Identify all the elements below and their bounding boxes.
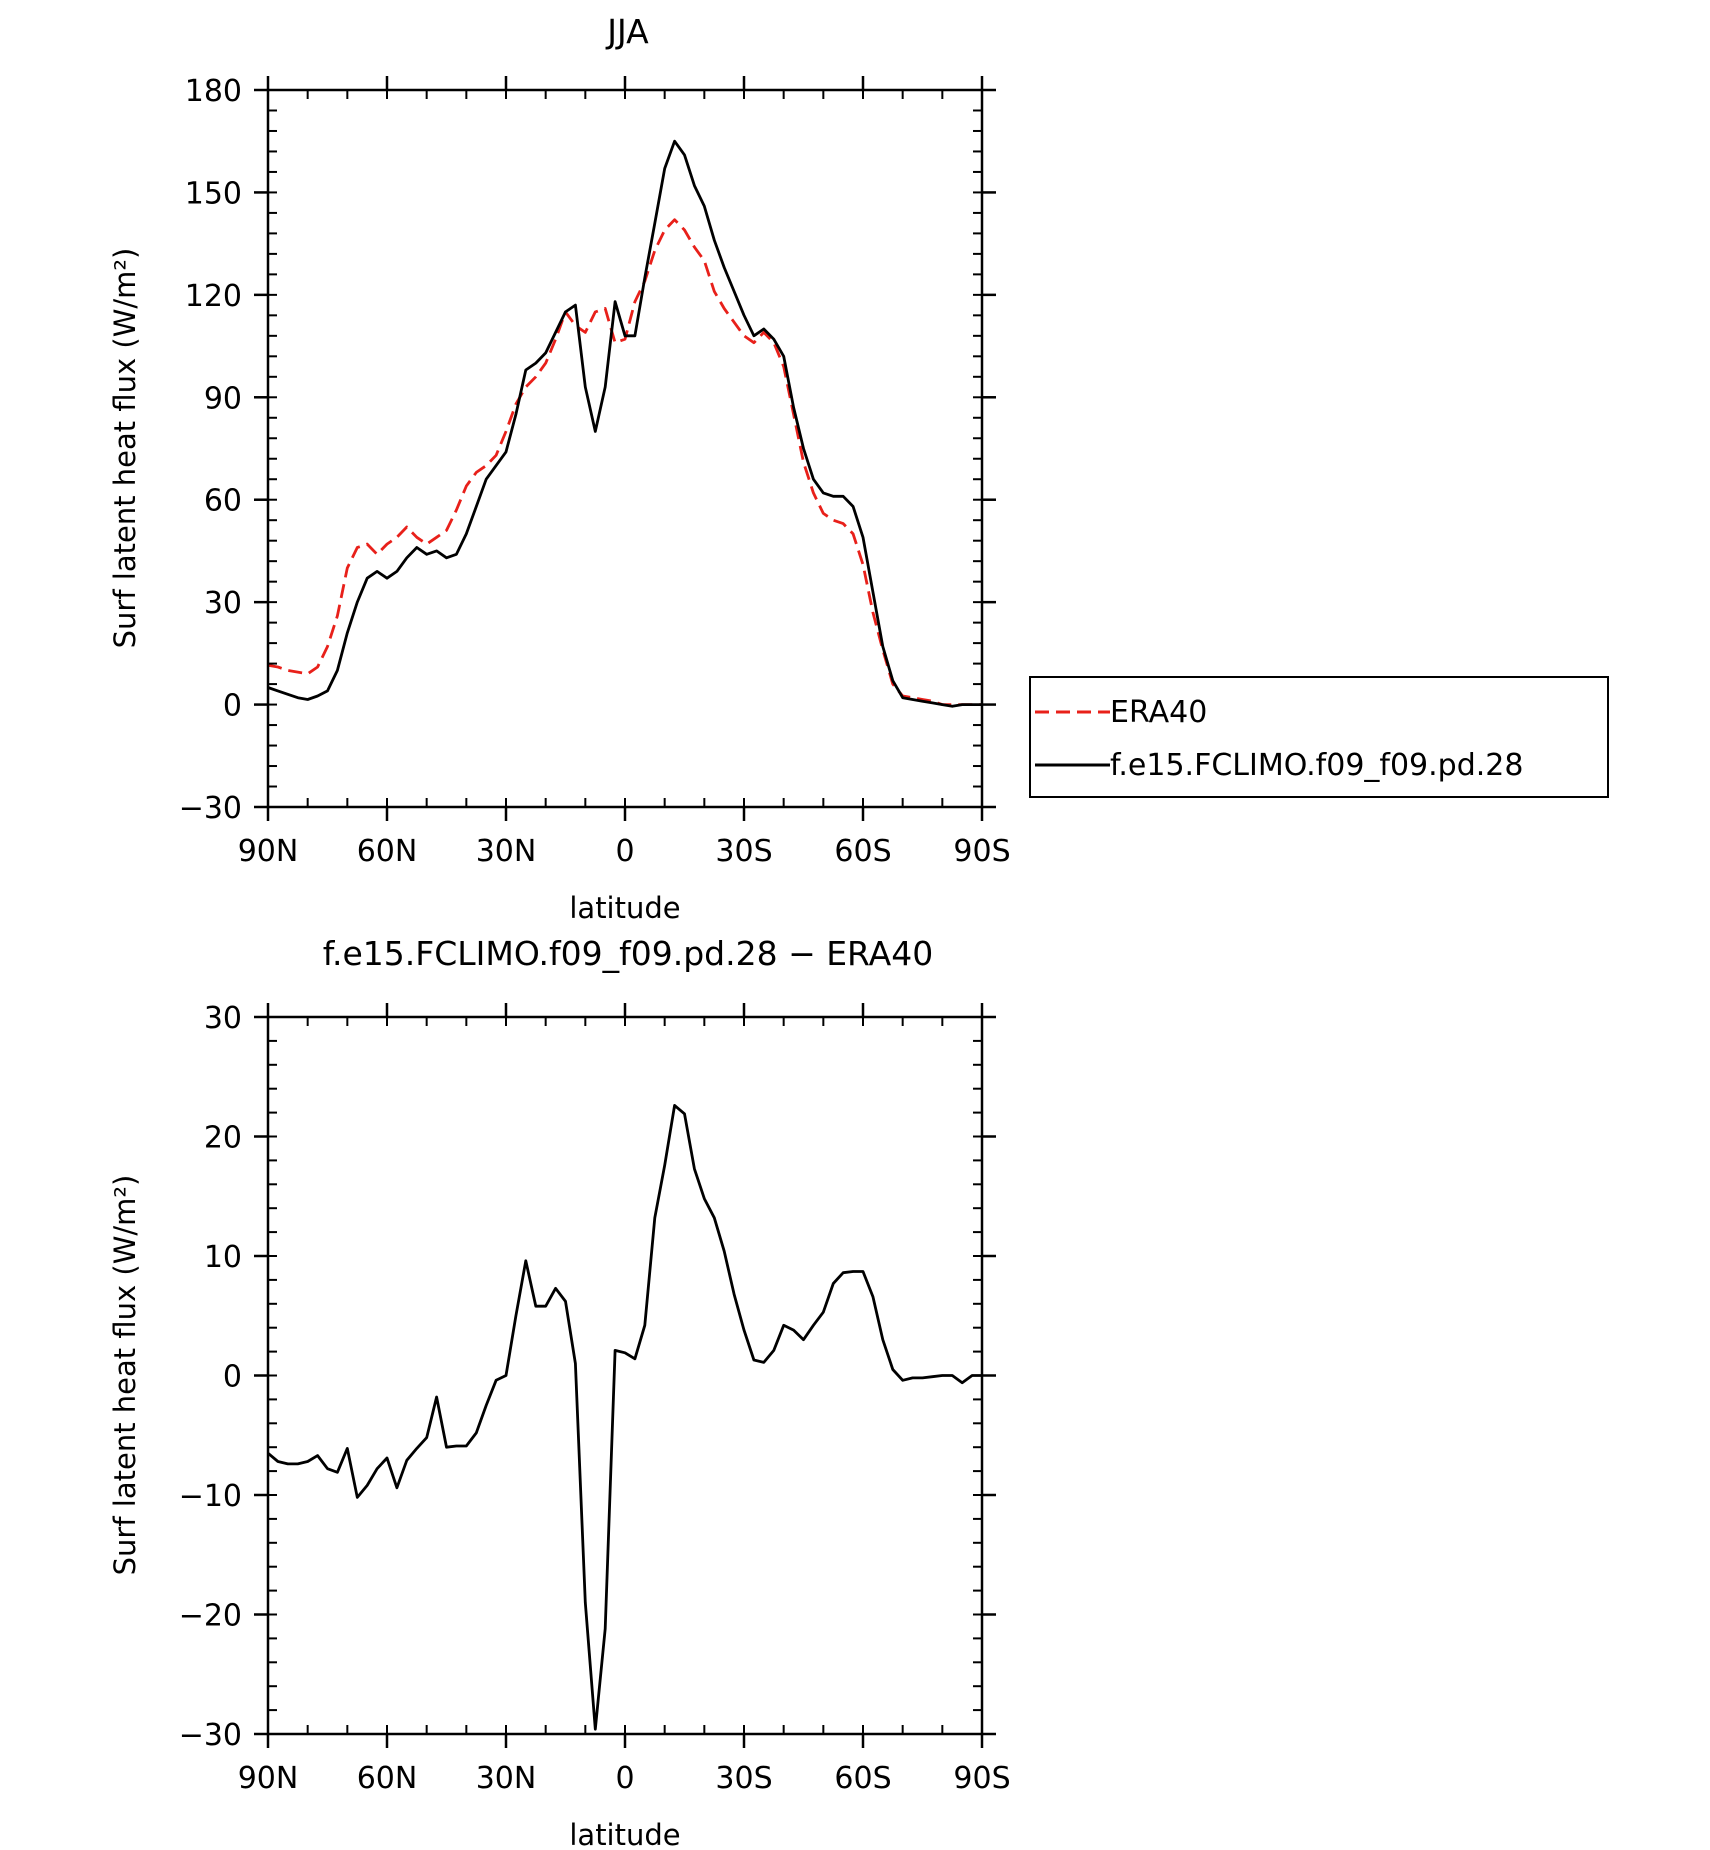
chart-bottom-x-tick-label: 30N (476, 1761, 537, 1796)
chart-top-y-tick-label: 90 (204, 381, 242, 416)
chart-bottom-x-tick-label: 60S (834, 1761, 891, 1796)
chart-top-x-tick-label: 30S (715, 834, 772, 869)
chart-bottom-x-tick-label: 0 (615, 1761, 634, 1796)
chart-top-series-line-0 (267, 218, 982, 706)
chart-top-x-tick-label: 30N (476, 834, 537, 869)
chart-bottom-series-line-0 (267, 1104, 982, 1731)
chart-top-y-tick-label: 180 (185, 74, 242, 109)
chart-top-y-tick-label: −30 (179, 791, 242, 826)
chart-top-y-tick-label: 30 (204, 586, 242, 621)
legend-label-model: f.e15.FCLIMO.f09_f09.pd.28 (1110, 748, 1523, 783)
chart-top-y-tick-label: 120 (185, 279, 242, 314)
chart-bottom-y-tick-label: 10 (204, 1240, 242, 1275)
chart-top-x-tick-label: 60S (834, 834, 891, 869)
chart-top-y-axis-label: Surf latent heat flux (W/m²) (108, 248, 142, 649)
chart-top-jja: JJA 90N 60N 30N 0 30S 60S 90S −30 0 30 60 90 120 150 1… (108, 12, 1609, 925)
legend-label-era40: ERA40 (1110, 695, 1207, 730)
legend-box (1029, 676, 1609, 798)
chart-top-x-tick-label: 0 (615, 834, 634, 869)
chart-bottom-y-tick-label: −10 (179, 1479, 242, 1514)
chart-top-title: JJA (605, 12, 649, 51)
chart-bottom-difference: f.e15.FCLIMO.f09_f09.pd.28 − ERA40 90N 60… (108, 934, 1011, 1850)
chart-top-y-tick-label: 150 (185, 176, 242, 211)
chart-bottom-ticks (254, 1003, 996, 1748)
chart-top-ticks (254, 76, 996, 821)
chart-bottom-y-tick-label: 20 (204, 1121, 242, 1156)
chart-top-x-tick-label: 60N (357, 834, 418, 869)
chart-top-x-tick-label: 90N (238, 834, 299, 869)
chart-top-x-axis-label: latitude (569, 891, 680, 925)
chart-bottom-y-tick-label: 30 (204, 1001, 242, 1036)
chart-bottom-plot-frame (266, 1015, 984, 1736)
chart-bottom-y-tick-label: −30 (179, 1718, 242, 1753)
chart-top-plot-frame (266, 88, 984, 809)
chart-bottom-x-tick-label: 30S (715, 1761, 772, 1796)
chart-bottom-y-tick-label: −20 (179, 1599, 242, 1634)
chart-bottom-x-tick-label: 90N (238, 1761, 299, 1796)
chart-top-tick-labels: 90N 60N 30N 0 30S 60S 90S −30 0 30 60 90 120 150 180 (179, 74, 1011, 869)
chart-bottom-series-layer (267, 1104, 982, 1731)
chart-bottom-y-axis-label: Surf latent heat flux (W/m²) (108, 1175, 142, 1576)
chart-bottom-x-tick-label: 90S (953, 1761, 1010, 1796)
chart-bottom-tick-labels: 90N 60N 30N 0 30S 60S 90S −30 −20 −10 0 10 20 30 (179, 1001, 1011, 1796)
chart-bottom-y-tick-label: 0 (223, 1360, 242, 1395)
chart-bottom-x-tick-label: 60N (357, 1761, 418, 1796)
chart-top-x-tick-label: 90S (953, 834, 1010, 869)
chart-top-y-tick-label: 60 (204, 484, 242, 519)
chart-top-series-layer (267, 139, 982, 708)
chart-top-y-tick-label: 0 (223, 689, 242, 724)
chart-bottom-x-axis-label: latitude (569, 1818, 680, 1850)
chart-bottom-title: f.e15.FCLIMO.f09_f09.pd.28 − ERA40 (323, 934, 933, 973)
chart-top-series-line-1 (267, 139, 982, 708)
chart-top-legend: ERA40 f.e15.FCLIMO.f09_f09.pd.28 (1029, 676, 1609, 798)
